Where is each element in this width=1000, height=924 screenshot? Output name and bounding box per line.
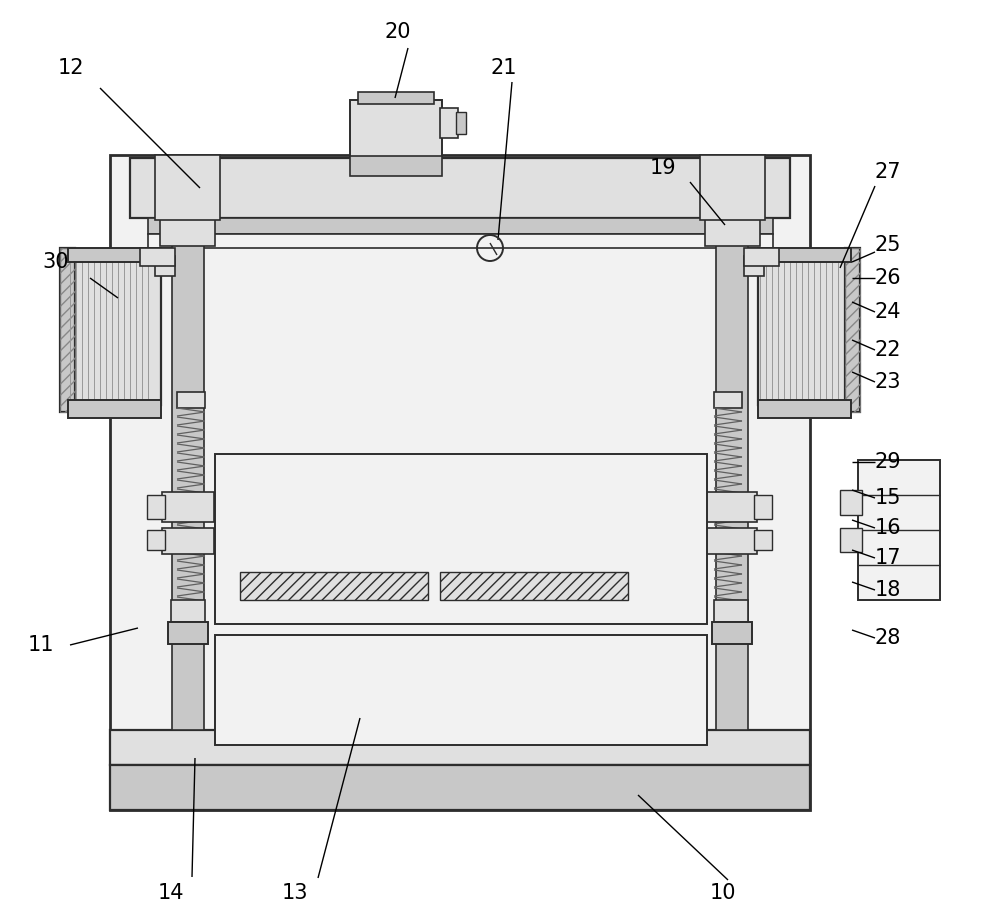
Bar <box>845 248 860 412</box>
Text: 14: 14 <box>158 883 184 903</box>
Bar <box>172 218 204 730</box>
Text: 10: 10 <box>710 883 736 903</box>
Bar <box>350 100 442 158</box>
Bar <box>110 765 810 810</box>
Text: 28: 28 <box>875 628 901 648</box>
Text: 13: 13 <box>282 883 308 903</box>
Bar <box>155 155 220 220</box>
Bar <box>440 572 628 600</box>
Bar <box>147 530 165 550</box>
Bar <box>744 248 779 266</box>
Bar <box>140 248 175 266</box>
Text: 17: 17 <box>875 548 902 568</box>
Text: 21: 21 <box>490 58 516 78</box>
Bar <box>714 600 748 622</box>
Text: 19: 19 <box>650 158 677 178</box>
Bar <box>110 730 810 765</box>
Bar <box>840 528 862 552</box>
Text: 16: 16 <box>875 518 902 538</box>
Bar <box>350 156 442 176</box>
Bar <box>714 392 742 408</box>
Bar <box>440 108 458 138</box>
Bar <box>162 492 214 522</box>
Text: 23: 23 <box>875 372 902 392</box>
Bar <box>160 218 215 246</box>
Text: 11: 11 <box>28 635 54 655</box>
Bar <box>358 92 434 104</box>
Bar <box>110 155 810 810</box>
Text: 25: 25 <box>875 235 902 255</box>
Text: 18: 18 <box>875 580 901 600</box>
Text: 22: 22 <box>875 340 902 360</box>
Bar <box>162 528 214 554</box>
Text: 24: 24 <box>875 302 902 322</box>
Bar <box>155 256 175 276</box>
Bar <box>758 255 851 405</box>
Bar <box>754 495 772 519</box>
Bar <box>177 392 205 408</box>
Bar <box>758 400 851 418</box>
Text: 27: 27 <box>875 162 902 182</box>
Bar <box>148 234 773 248</box>
Text: 15: 15 <box>875 488 902 508</box>
Text: 20: 20 <box>385 22 412 42</box>
Bar <box>68 400 161 418</box>
Bar <box>705 492 757 522</box>
Text: 26: 26 <box>875 268 902 288</box>
Text: 29: 29 <box>875 452 902 472</box>
Bar <box>845 248 860 412</box>
Bar <box>705 218 760 246</box>
Bar <box>700 155 765 220</box>
Bar <box>130 158 790 218</box>
Bar <box>60 248 75 412</box>
Bar <box>60 248 75 412</box>
Bar <box>240 572 428 600</box>
Bar <box>712 622 752 644</box>
Bar <box>171 600 205 622</box>
Bar <box>215 635 707 745</box>
Bar <box>68 248 161 262</box>
Bar <box>840 490 862 515</box>
Text: 30: 30 <box>42 252 68 272</box>
Bar <box>168 622 208 644</box>
Bar <box>147 495 165 519</box>
Text: 12: 12 <box>58 58 84 78</box>
Bar <box>215 454 707 624</box>
Bar <box>148 218 773 234</box>
Bar <box>705 528 757 554</box>
Bar <box>68 255 161 405</box>
Bar <box>456 112 466 134</box>
Bar <box>716 218 748 730</box>
Bar <box>858 460 940 600</box>
Bar <box>744 256 764 276</box>
Bar <box>754 530 772 550</box>
Bar <box>758 248 851 262</box>
